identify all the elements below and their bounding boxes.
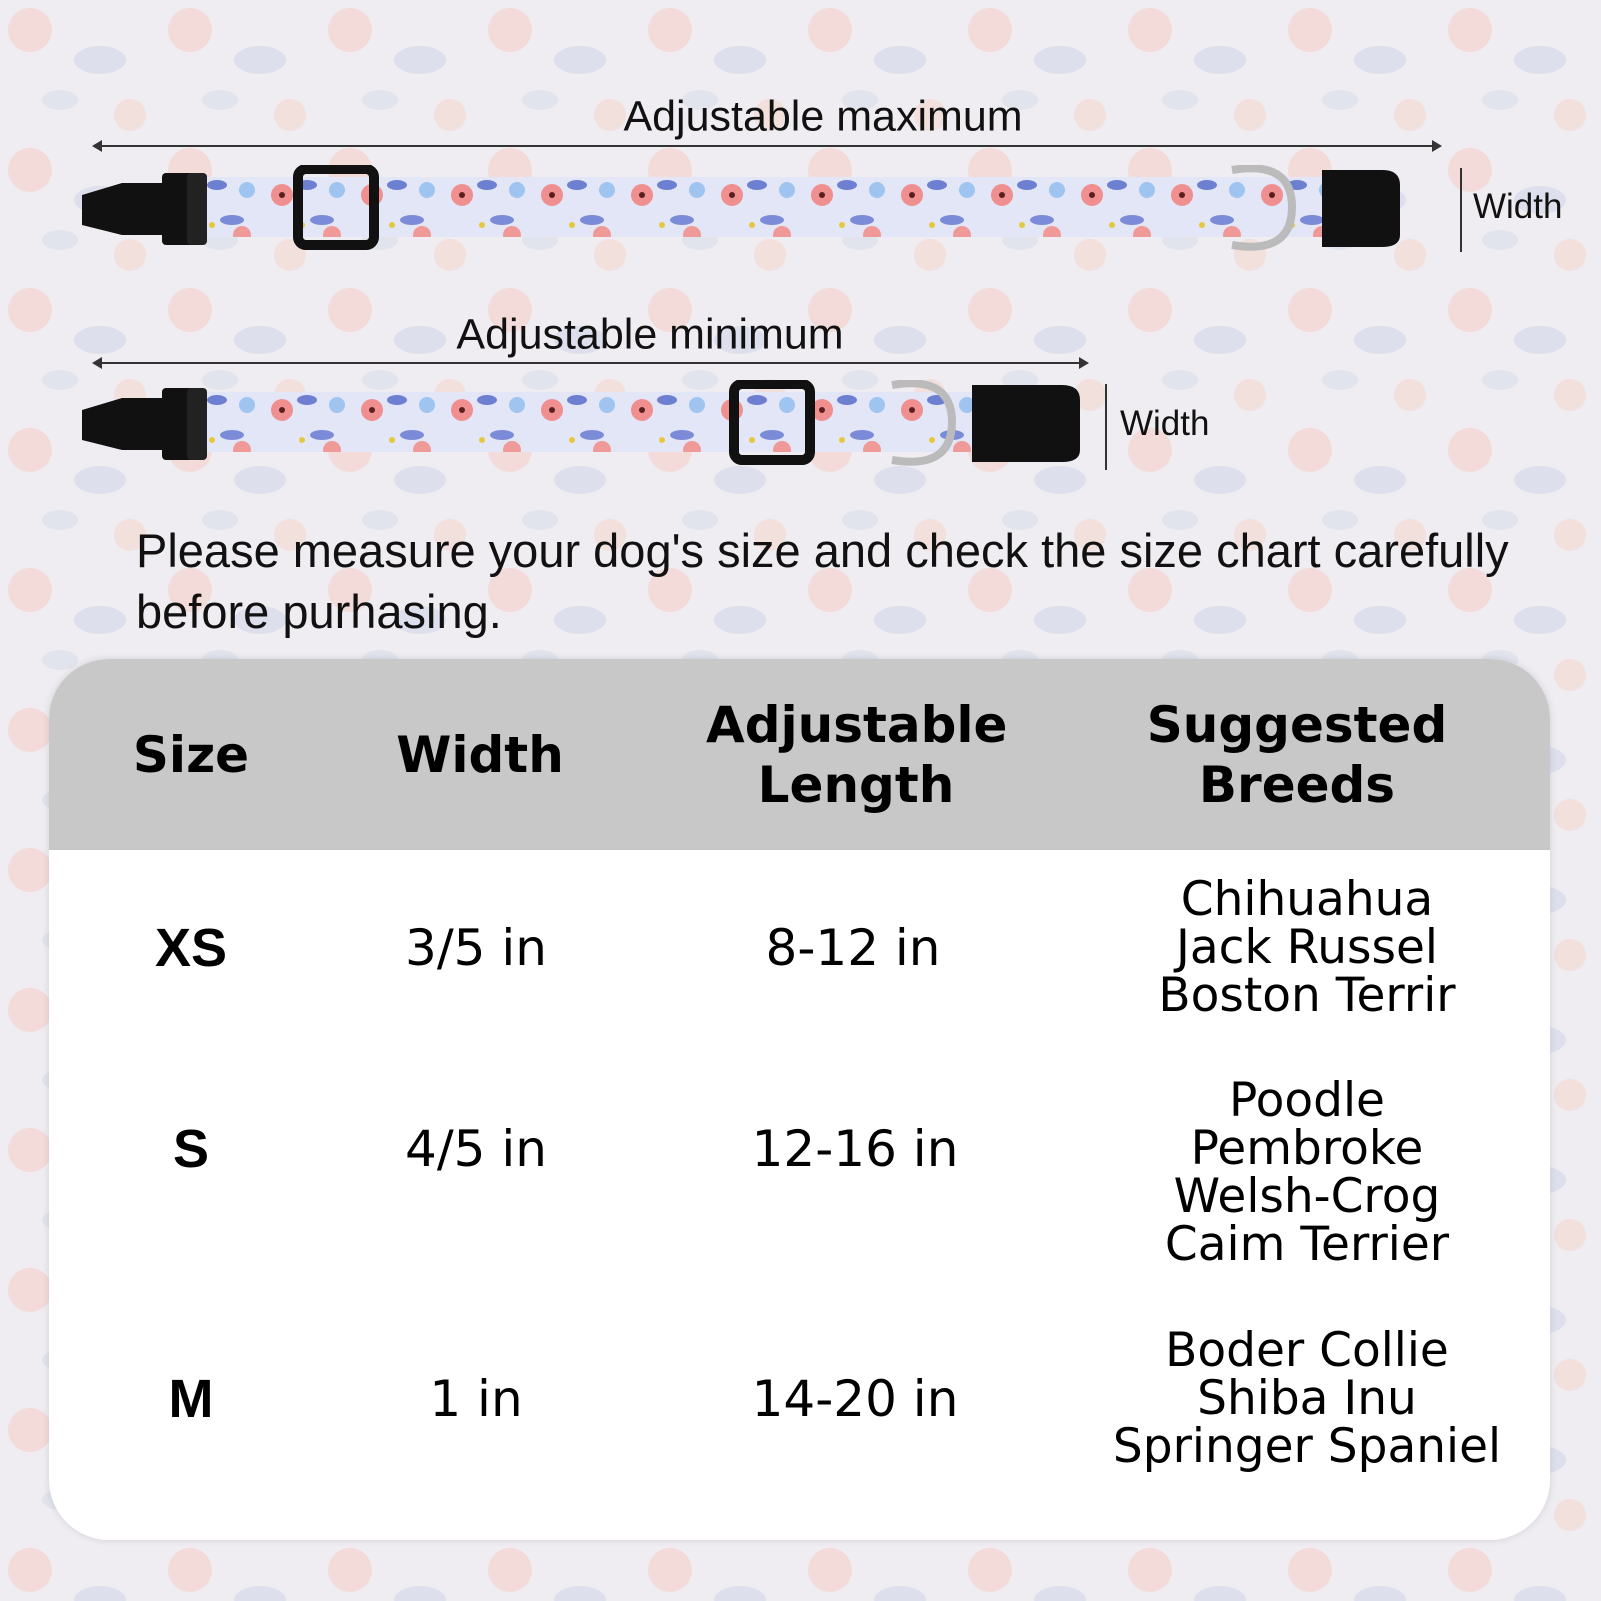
width-cell: 1 in xyxy=(429,1370,523,1428)
measure-note: Please measure your dog's size and check… xyxy=(136,524,1509,638)
header-suggested-breeds: Suggested Breeds xyxy=(1146,696,1448,814)
breed: Shiba Inu xyxy=(1197,1371,1417,1426)
size-cell: S xyxy=(172,1119,210,1179)
length-cell: 8-12 in xyxy=(765,919,941,977)
width-cell: 4/5 in xyxy=(405,1120,547,1178)
breeds-cell: Poodle Pembroke Welsh-Crog Caim Terrier xyxy=(1165,1077,1449,1269)
width-cell: 3/5 in xyxy=(405,919,547,977)
breeds-cell: Boder Collie Shiba Inu Springer Spaniel xyxy=(1113,1327,1501,1471)
size-chart-table: Size Width Adjustable Length Suggested B… xyxy=(49,659,1550,1540)
length-cell: 12-16 in xyxy=(751,1120,959,1178)
table-header xyxy=(49,659,1550,850)
breed: Caim Terrier xyxy=(1164,1217,1450,1272)
collar-maximum-image xyxy=(82,165,1400,251)
width-label-2: Width xyxy=(1120,404,1210,443)
breed: Springer Spaniel xyxy=(1112,1419,1502,1474)
width-arrow-2 xyxy=(1105,384,1107,470)
header-adjustable-length: Adjustable Length xyxy=(706,696,1008,814)
width-label-1: Width xyxy=(1473,187,1563,226)
size-cell: M xyxy=(168,1369,214,1429)
min-length-arrow xyxy=(92,357,1089,369)
header-width: Width xyxy=(396,726,564,784)
breed: Boston Terrir xyxy=(1158,968,1456,1023)
length-cell: 14-20 in xyxy=(751,1370,959,1428)
adjustable-minimum-label: Adjustable minimum xyxy=(456,310,844,359)
header-size: Size xyxy=(132,726,250,784)
adjustable-maximum-label: Adjustable maximum xyxy=(623,92,1023,141)
breed: Welsh-Crog xyxy=(1173,1169,1441,1224)
breed: Pembroke xyxy=(1190,1121,1424,1176)
breed: Boder Collie xyxy=(1165,1323,1449,1378)
breed: Poodle xyxy=(1228,1073,1385,1128)
breeds-cell: Chihuahua Jack Russel Boston Terrir xyxy=(1158,876,1455,1020)
width-arrow-1 xyxy=(1460,168,1462,252)
breed: Chihuahua xyxy=(1180,872,1434,927)
max-length-arrow xyxy=(92,140,1442,152)
breed: Jack Russel xyxy=(1176,920,1438,975)
size-cell: XS xyxy=(154,918,228,978)
collar-minimum-image xyxy=(82,380,1080,466)
